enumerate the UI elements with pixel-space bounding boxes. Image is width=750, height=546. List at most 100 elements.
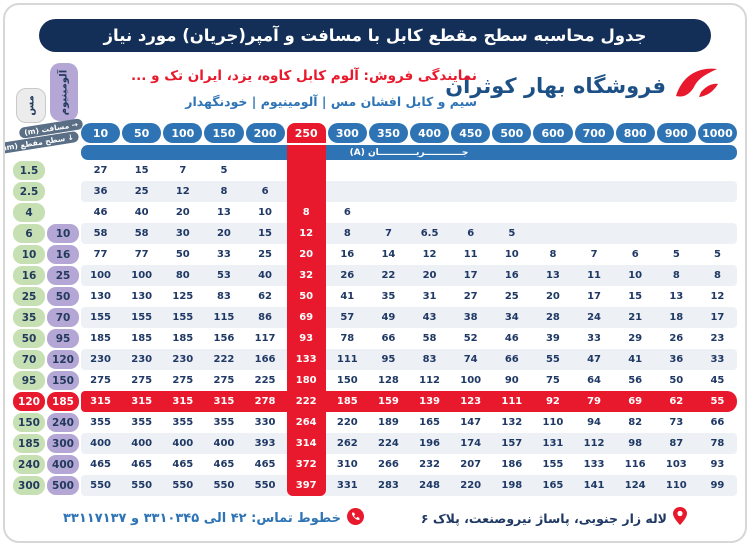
current-value-cell: 230 bbox=[131, 354, 153, 365]
current-value-cell: 225 bbox=[254, 375, 276, 386]
store-brand: فروشگاه بهار کوثران bbox=[445, 63, 719, 109]
current-value-cell bbox=[533, 202, 572, 223]
current-value-cell: 355 bbox=[172, 417, 194, 428]
poster-frame: جدول محاسبه سطح مقطع کابل با مسافت و آمپ… bbox=[3, 3, 747, 543]
current-value-cell: 400 bbox=[172, 438, 194, 449]
current-value-cell bbox=[657, 223, 696, 244]
current-value-cell: 12 bbox=[710, 291, 725, 302]
current-value-cell: 53 bbox=[216, 270, 231, 281]
current-value-cell: 185 bbox=[336, 396, 358, 407]
current-value-cell: 186 bbox=[501, 459, 523, 470]
current-value-cell: 198 bbox=[501, 480, 523, 491]
current-value-cell: 28 bbox=[545, 312, 560, 323]
current-value-cell: 125 bbox=[172, 291, 194, 302]
current-value-cell bbox=[657, 181, 696, 202]
current-value-cell: 46 bbox=[93, 207, 108, 218]
copper-size-pill: 25 bbox=[13, 287, 45, 306]
current-value-cell: 30 bbox=[175, 228, 190, 239]
products-line: سیم و کابل افشان مس | آلومینیوم | خودنگه… bbox=[185, 94, 477, 109]
copper-size-pill: 50 bbox=[13, 329, 45, 348]
current-value-cell: 62 bbox=[669, 396, 684, 407]
current-value-cell: 220 bbox=[460, 480, 482, 491]
copper-size-pill: 95 bbox=[13, 371, 45, 390]
distance-header-pill: 50 bbox=[122, 123, 162, 143]
current-value-cell bbox=[286, 181, 326, 202]
current-value-cell: 27 bbox=[93, 165, 108, 176]
row-values: 550 550 550 550 550 397 331 283 248 220 198 165 141 1… bbox=[81, 475, 737, 496]
current-value-cell: 22 bbox=[381, 270, 396, 281]
current-value-cell bbox=[246, 160, 285, 181]
current-value-cell: 12 bbox=[422, 249, 437, 260]
current-value-cell: 130 bbox=[90, 291, 111, 302]
current-value-cell: 372 bbox=[286, 454, 326, 475]
current-value-cell bbox=[657, 160, 696, 181]
row-values: 355 355 355 355 330 264 220 189 165 147 132 110 94 82… bbox=[81, 412, 737, 433]
aluminum-size-pill: 150 bbox=[47, 371, 79, 390]
current-value-cell: 230 bbox=[172, 354, 194, 365]
current-value-cell: 35 bbox=[381, 291, 396, 302]
current-value-cell: 465 bbox=[254, 459, 276, 470]
row-values: 230 230 230 222 166 133 111 95 83 74 66 55 47 41 36 33 bbox=[81, 349, 737, 370]
current-value-cell: 315 bbox=[213, 396, 235, 407]
current-value-cell: 189 bbox=[378, 417, 399, 428]
current-value-cell: 100 bbox=[460, 375, 482, 386]
current-value-cell: 10 bbox=[258, 207, 273, 218]
current-value-cell: 393 bbox=[254, 438, 276, 449]
current-value-cell bbox=[533, 160, 572, 181]
current-value-cell: 66 bbox=[381, 333, 396, 344]
current-value-cell bbox=[492, 181, 531, 202]
current-value-cell: 83 bbox=[216, 291, 231, 302]
current-band-red-segment bbox=[286, 145, 326, 160]
current-value-cell: 74 bbox=[463, 354, 478, 365]
dealer-line: نمایندگی فروش: آلوم کابل کاوه، یزد، ایرا… bbox=[131, 68, 477, 84]
current-value-cell: 18 bbox=[669, 312, 684, 323]
row-values: 46 40 20 13 10 8 6 bbox=[81, 202, 737, 223]
current-value-cell: 11 bbox=[587, 270, 602, 281]
distance-header-pill: 100 bbox=[163, 123, 203, 143]
copper-column-header: مس bbox=[16, 88, 46, 123]
current-value-cell: 230 bbox=[90, 354, 111, 365]
distance-header-pill: 250 bbox=[286, 123, 326, 143]
table-row: 35 70 155 155 155 115 86 69 57 49 43 38 34 28 24 21 18 17 bbox=[13, 307, 737, 328]
current-value-cell: 20 bbox=[545, 291, 560, 302]
copper-size-pill: 4 bbox=[13, 203, 45, 222]
current-value-cell: 330 bbox=[254, 417, 276, 428]
current-value-cell: 80 bbox=[175, 270, 190, 281]
current-value-cell: 6 bbox=[631, 249, 639, 260]
row-values: 27 15 7 5 bbox=[81, 160, 737, 181]
table-row: 120 185 315 315 315 315 278 222 185 159 139 123 111 9… bbox=[13, 391, 737, 412]
current-value-cell: 275 bbox=[213, 375, 235, 386]
current-value-cell: 147 bbox=[460, 417, 482, 428]
aluminum-size-pill: 400 bbox=[47, 455, 79, 474]
current-value-cell: 133 bbox=[583, 459, 605, 470]
current-value-cell: 38 bbox=[463, 312, 478, 323]
row-values: 36 25 12 8 6 bbox=[81, 181, 737, 202]
row-values: 77 77 50 33 25 20 16 14 12 11 10 8 7 6 5 5 bbox=[81, 244, 737, 265]
current-value-cell: 207 bbox=[460, 459, 482, 470]
distance-header-pill: 200 bbox=[245, 123, 285, 143]
current-value-cell bbox=[698, 223, 737, 244]
current-value-cell: 115 bbox=[213, 312, 235, 323]
row-values: 465 465 465 465 465 372 310 266 232 207 186 155 133 1… bbox=[81, 454, 737, 475]
current-value-cell: 23 bbox=[710, 333, 725, 344]
current-value-cell: 12 bbox=[286, 223, 326, 244]
current-value-cell: 57 bbox=[340, 312, 355, 323]
current-value-cell: 73 bbox=[669, 417, 684, 428]
current-value-cell: 224 bbox=[378, 438, 399, 449]
current-value-cell: 355 bbox=[213, 417, 235, 428]
current-value-cell: 15 bbox=[258, 228, 273, 239]
row-values: 100 100 80 53 40 32 26 22 20 17 16 13 11 10 8 8 bbox=[81, 265, 737, 286]
current-value-cell: 5 bbox=[508, 228, 516, 239]
copper-size-pill: 16 bbox=[13, 266, 45, 285]
current-value-cell: 33 bbox=[587, 333, 602, 344]
current-value-cell: 5 bbox=[713, 249, 721, 260]
current-value-cell: 34 bbox=[504, 312, 519, 323]
store-name: فروشگاه بهار کوثران bbox=[445, 74, 666, 98]
distance-header-pill: 800 bbox=[615, 123, 655, 143]
footer: لاله زار جنوبی، پاساژ نیروصنعت، پلاک ۶ خ… bbox=[5, 504, 745, 532]
current-value-cell: 111 bbox=[501, 396, 523, 407]
page-title: جدول محاسبه سطح مقطع کابل با مسافت و آمپ… bbox=[39, 19, 711, 52]
current-value-cell: 78 bbox=[710, 438, 725, 449]
phone-icon bbox=[346, 507, 364, 529]
current-value-cell: 66 bbox=[504, 354, 519, 365]
